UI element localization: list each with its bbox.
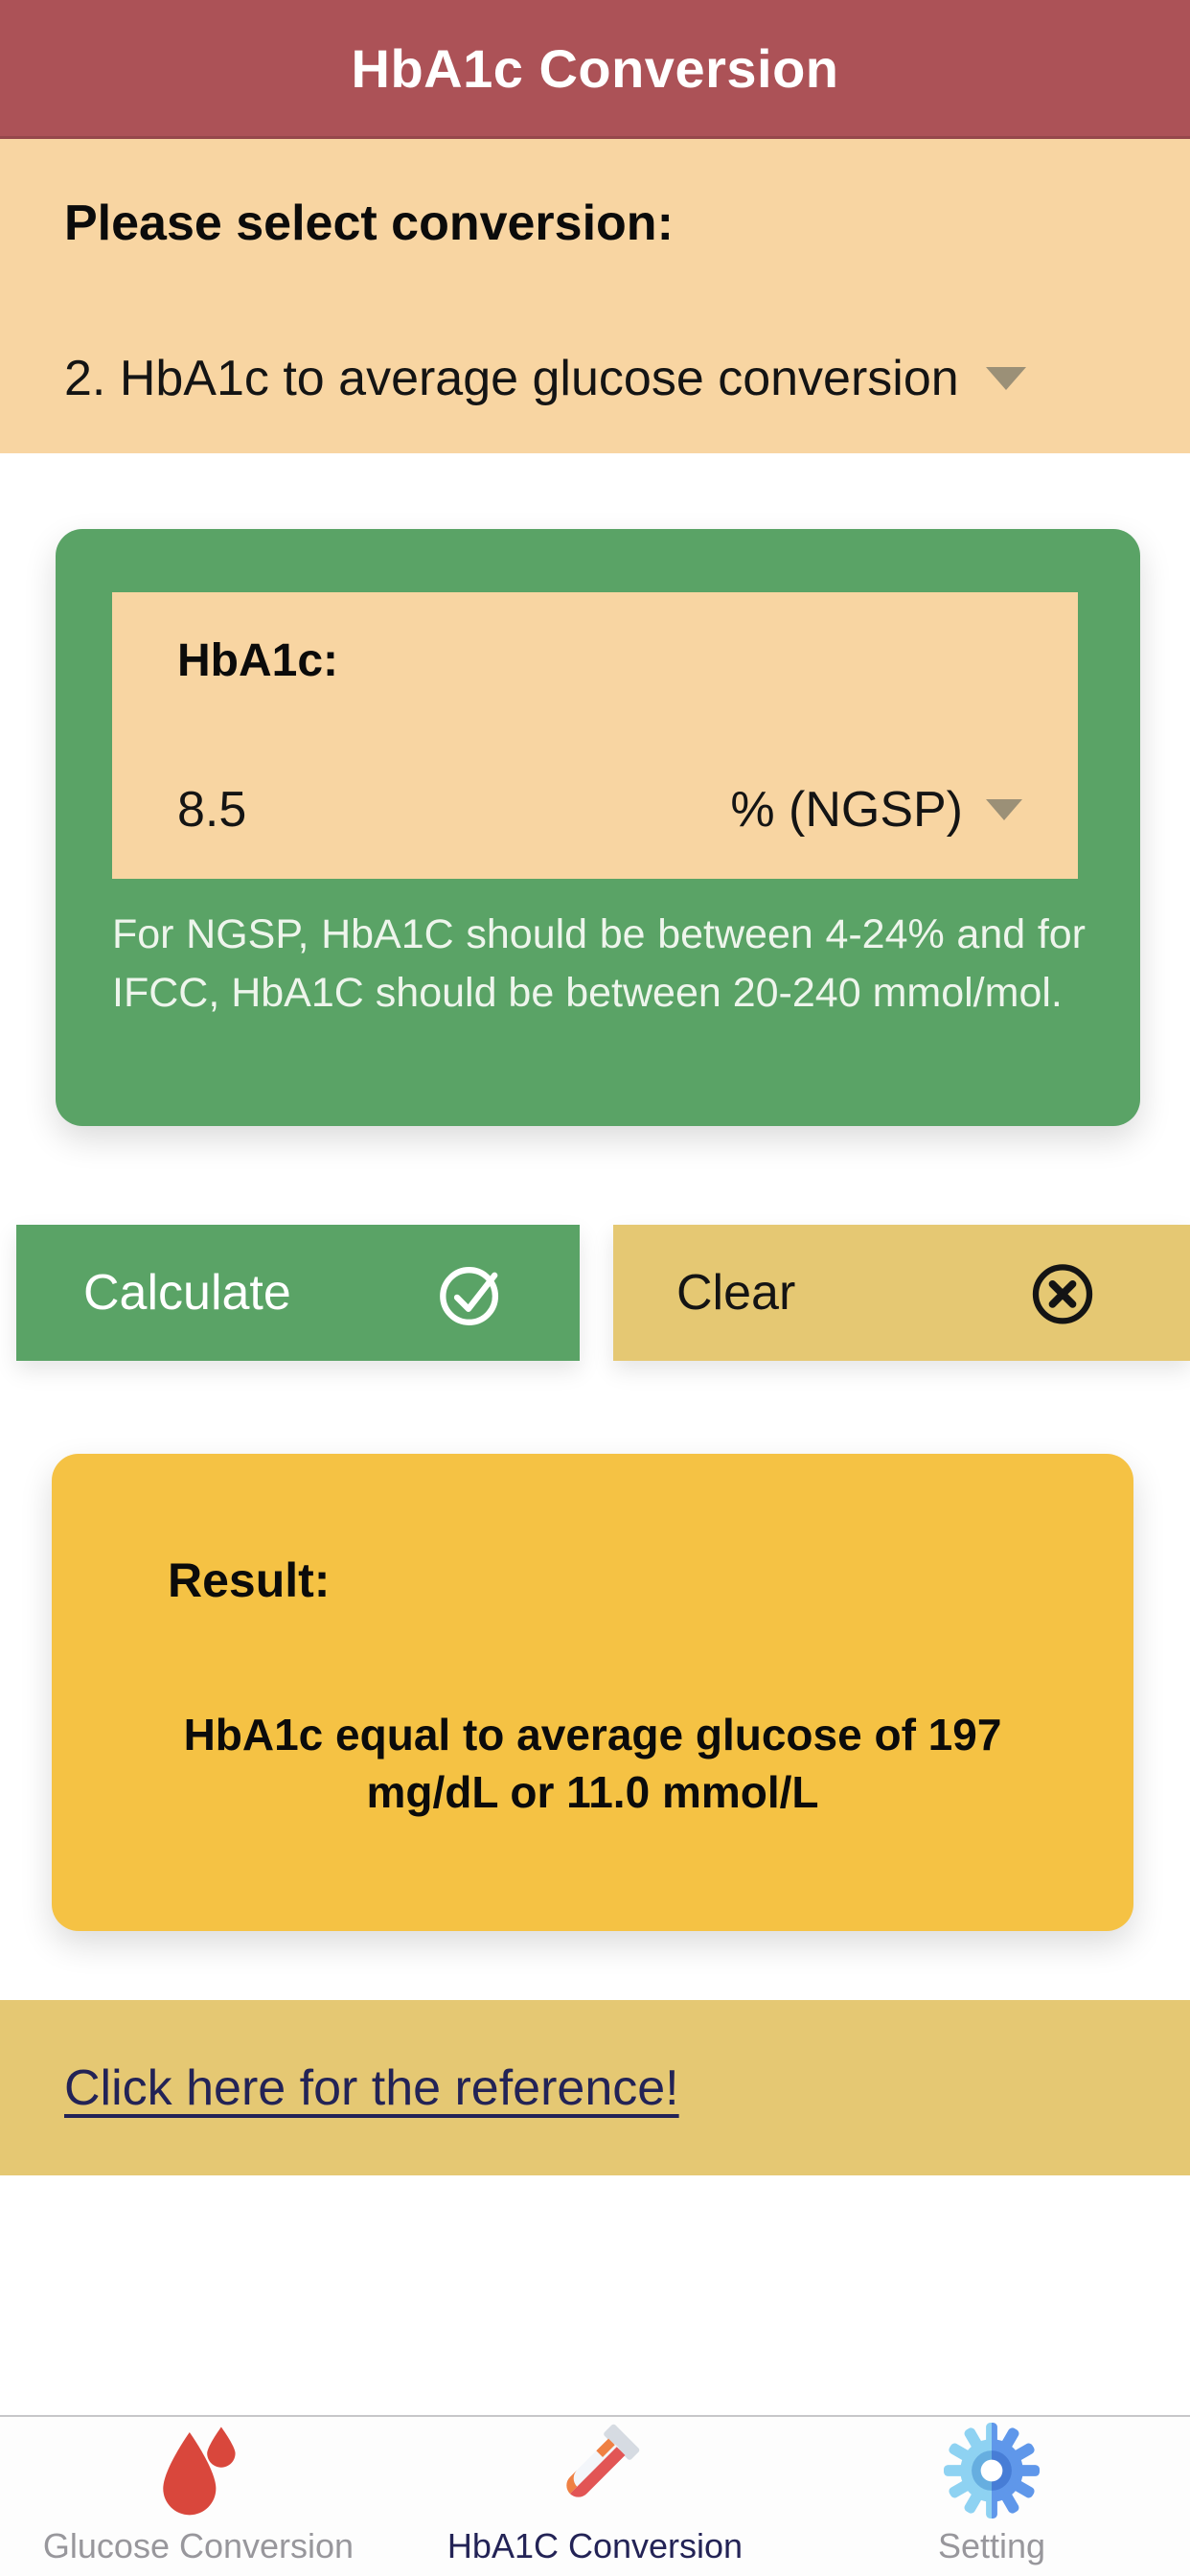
- page-title: HbA1c Conversion: [351, 37, 839, 99]
- conversion-select-section: Please select conversion: 2. HbA1c to av…: [0, 139, 1190, 453]
- tab-setting[interactable]: Setting: [793, 2417, 1190, 2576]
- hba1c-input-card: HbA1c: % (NGSP) For NGSP, HbA1C should b…: [56, 529, 1140, 1126]
- unit-dropdown[interactable]: % (NGSP): [730, 781, 1022, 839]
- test-tube-icon: [545, 2419, 645, 2518]
- x-circle-icon: [1029, 1259, 1096, 1326]
- reference-band: Click here for the reference!: [0, 2000, 1190, 2175]
- tab-label: Glucose Conversion: [42, 2526, 355, 2565]
- chevron-down-icon: [986, 799, 1022, 820]
- result-text: HbA1c equal to average glucose of 197 mg…: [183, 1710, 1002, 1817]
- nav-bar: HbA1c Conversion: [0, 0, 1190, 139]
- tab-label: Setting: [937, 2526, 1046, 2565]
- clear-button[interactable]: Clear: [613, 1225, 1190, 1361]
- tab-hba1c-conversion[interactable]: HbA1C Conversion: [397, 2417, 793, 2576]
- conversion-dropdown[interactable]: 2. HbA1c to average glucose conversion: [64, 350, 1126, 407]
- tab-glucose-conversion[interactable]: Glucose Conversion: [0, 2417, 397, 2576]
- conversion-dropdown-value: 2. HbA1c to average glucose conversion: [64, 351, 959, 406]
- check-circle-icon: [437, 1259, 504, 1326]
- calculate-button[interactable]: Calculate: [16, 1225, 580, 1361]
- tab-label: HbA1C Conversion: [446, 2526, 744, 2565]
- tab-bar: Glucose Conversion HbA1C Conversion: [0, 2415, 1190, 2576]
- action-buttons-row: Calculate Clear: [0, 1225, 1190, 1361]
- hba1c-value-input[interactable]: [177, 781, 465, 839]
- select-conversion-prompt: Please select conversion:: [64, 196, 674, 251]
- hba1c-label: HbA1c:: [177, 635, 339, 686]
- chevron-down-icon: [985, 367, 1026, 390]
- blood-drop-icon: [154, 2419, 242, 2518]
- result-label: Result:: [168, 1553, 331, 1607]
- hba1c-range-helper-text: For NGSP, HbA1C should be between 4-24% …: [112, 911, 1086, 1016]
- reference-link[interactable]: Click here for the reference!: [64, 2059, 679, 2116]
- calculate-button-label: Calculate: [83, 1265, 291, 1321]
- clear-button-label: Clear: [676, 1265, 796, 1321]
- result-card: Result: HbA1c equal to average glucose o…: [52, 1454, 1133, 1931]
- hba1c-input-row: % (NGSP): [177, 781, 1022, 839]
- gear-icon: [944, 2419, 1040, 2518]
- unit-dropdown-value: % (NGSP): [730, 782, 963, 838]
- hba1c-input-box: HbA1c: % (NGSP): [112, 592, 1078, 879]
